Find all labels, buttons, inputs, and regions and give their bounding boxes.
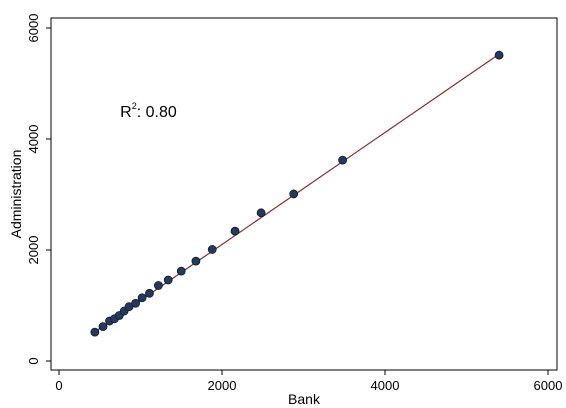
plot-frame <box>50 17 558 371</box>
x-tick-label: 4000 <box>371 378 400 393</box>
x-tick-label: 2000 <box>208 378 237 393</box>
data-point <box>137 293 147 303</box>
data-point <box>98 322 108 331</box>
data-point <box>338 155 348 165</box>
data-point <box>154 281 163 290</box>
data-point <box>256 208 266 218</box>
data-point <box>191 256 201 266</box>
data-point <box>163 275 173 285</box>
r-squared-superscript: 2 <box>132 101 137 111</box>
data-point <box>289 189 299 199</box>
data-point <box>207 245 217 254</box>
data-point <box>145 288 154 298</box>
r-squared-annotation: R2: 0.80 <box>120 101 177 121</box>
y-axis-label: Administration <box>8 150 24 239</box>
x-tick-label: 0 <box>55 378 62 393</box>
x-axis: 0 2000 4000 6000 <box>55 370 562 393</box>
data-point <box>230 226 240 236</box>
data-point <box>90 327 100 337</box>
points-layer <box>90 50 504 337</box>
y-axis: 0 2000 4000 6000 <box>26 14 51 365</box>
r-squared-label: R <box>120 104 132 121</box>
data-point <box>131 298 141 308</box>
y-tick-label: 4000 <box>26 125 41 154</box>
y-tick-label: 2000 <box>26 236 41 265</box>
data-point <box>494 50 504 60</box>
r-squared-value: : 0.80 <box>137 104 177 121</box>
x-axis-label: Bank <box>288 391 321 407</box>
y-tick-label: 0 <box>26 357 41 364</box>
y-tick-label: 6000 <box>26 14 41 43</box>
x-tick-label: 6000 <box>534 378 563 393</box>
data-point <box>176 266 186 276</box>
